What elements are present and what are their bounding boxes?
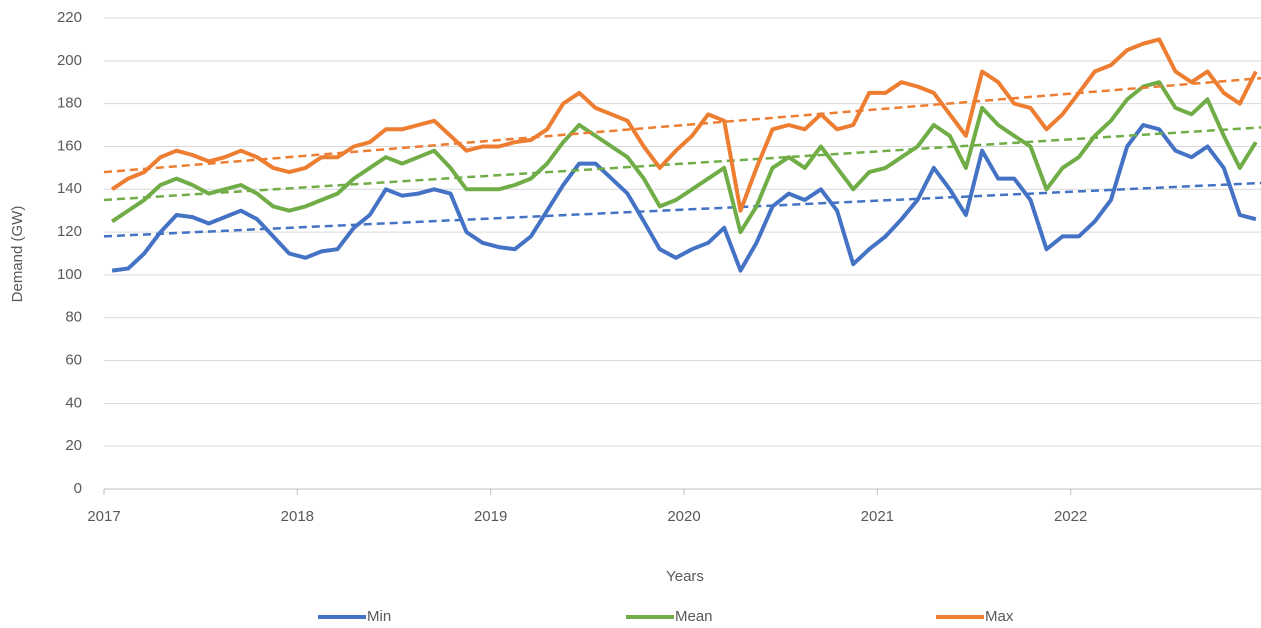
- x-tick-label: 2019: [474, 508, 507, 525]
- legend-label: Min: [367, 608, 391, 625]
- y-tick-label: 0: [74, 480, 82, 497]
- x-tick-label: 2020: [667, 508, 700, 525]
- y-tick-label: 60: [65, 352, 82, 369]
- legend-label: Mean: [675, 608, 713, 625]
- trend-line: [103, 181, 1261, 238]
- x-tick-label: 2018: [281, 508, 314, 525]
- y-tick-label: 140: [57, 180, 82, 197]
- legend-label: Max: [985, 608, 1014, 625]
- x-tick-label: 2022: [1054, 508, 1087, 525]
- x-axis-title: Years: [666, 568, 704, 585]
- y-tick-label: 40: [65, 394, 82, 411]
- y-tick-label: 80: [65, 309, 82, 326]
- y-tick-label: 180: [57, 95, 82, 112]
- series-line: [110, 80, 1258, 235]
- x-tick-label: 2017: [87, 508, 120, 525]
- series-line: [111, 123, 1257, 273]
- y-tick-label: 120: [57, 223, 82, 240]
- y-tick-label: 100: [57, 266, 82, 283]
- x-tick-label: 2021: [861, 508, 894, 525]
- trend-line: [103, 126, 1261, 202]
- series-line: [110, 37, 1258, 213]
- y-tick-label: 220: [57, 9, 82, 26]
- trend-line: [103, 76, 1261, 174]
- y-tick-label: 160: [57, 137, 82, 154]
- y-tick-label: 200: [57, 52, 82, 69]
- y-tick-label: 20: [65, 437, 82, 454]
- y-axis-title: Demand (GW): [9, 206, 26, 303]
